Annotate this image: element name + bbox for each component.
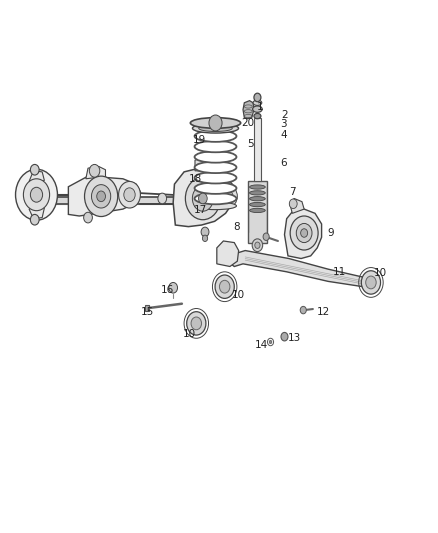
Text: 2: 2 bbox=[281, 110, 288, 120]
Polygon shape bbox=[243, 101, 254, 119]
Polygon shape bbox=[290, 198, 304, 213]
Circle shape bbox=[169, 282, 177, 293]
Circle shape bbox=[219, 280, 230, 293]
Bar bbox=[248, 181, 267, 243]
Circle shape bbox=[158, 193, 166, 204]
Polygon shape bbox=[285, 209, 321, 259]
Circle shape bbox=[263, 233, 269, 240]
Text: 11: 11 bbox=[332, 267, 346, 277]
Polygon shape bbox=[231, 251, 375, 287]
Circle shape bbox=[23, 179, 49, 211]
Text: 4: 4 bbox=[280, 130, 287, 140]
Circle shape bbox=[30, 214, 39, 225]
Ellipse shape bbox=[194, 172, 237, 183]
Ellipse shape bbox=[250, 191, 265, 195]
Circle shape bbox=[30, 187, 42, 202]
Circle shape bbox=[300, 229, 307, 237]
Text: 1: 1 bbox=[257, 102, 264, 112]
Ellipse shape bbox=[250, 197, 265, 201]
Ellipse shape bbox=[194, 202, 237, 209]
Ellipse shape bbox=[250, 208, 265, 213]
Circle shape bbox=[198, 193, 207, 204]
Bar bbox=[254, 118, 261, 181]
Text: 9: 9 bbox=[327, 228, 334, 238]
Text: 19: 19 bbox=[193, 135, 206, 145]
Ellipse shape bbox=[250, 185, 265, 189]
Ellipse shape bbox=[192, 124, 239, 133]
Text: 10: 10 bbox=[183, 329, 196, 339]
Circle shape bbox=[296, 223, 312, 243]
Bar bbox=[145, 305, 149, 311]
Circle shape bbox=[255, 242, 260, 248]
Text: 6: 6 bbox=[280, 158, 287, 168]
Circle shape bbox=[289, 199, 297, 208]
Circle shape bbox=[366, 276, 376, 289]
Polygon shape bbox=[195, 158, 210, 171]
Polygon shape bbox=[68, 176, 141, 216]
Text: 12: 12 bbox=[317, 306, 330, 317]
Polygon shape bbox=[86, 166, 106, 179]
Ellipse shape bbox=[194, 151, 237, 163]
Circle shape bbox=[124, 188, 135, 201]
Text: 3: 3 bbox=[280, 119, 287, 129]
Circle shape bbox=[220, 185, 237, 207]
Circle shape bbox=[361, 271, 381, 294]
Circle shape bbox=[85, 176, 118, 216]
Text: 7: 7 bbox=[289, 187, 296, 197]
Circle shape bbox=[187, 312, 206, 335]
Ellipse shape bbox=[194, 193, 237, 204]
Ellipse shape bbox=[191, 118, 240, 128]
Circle shape bbox=[269, 341, 272, 344]
Text: 18: 18 bbox=[189, 174, 202, 184]
Circle shape bbox=[191, 317, 201, 330]
Circle shape bbox=[192, 185, 213, 211]
Ellipse shape bbox=[194, 141, 237, 152]
Circle shape bbox=[97, 191, 106, 201]
Circle shape bbox=[84, 212, 92, 223]
Circle shape bbox=[89, 165, 100, 177]
Text: 5: 5 bbox=[247, 139, 254, 149]
Circle shape bbox=[185, 177, 220, 220]
Circle shape bbox=[254, 93, 261, 102]
Text: 15: 15 bbox=[141, 306, 155, 317]
Text: 20: 20 bbox=[242, 118, 255, 128]
Polygon shape bbox=[29, 171, 44, 184]
Ellipse shape bbox=[194, 182, 237, 194]
Ellipse shape bbox=[253, 100, 262, 106]
Circle shape bbox=[215, 275, 234, 298]
Polygon shape bbox=[217, 241, 239, 266]
Ellipse shape bbox=[199, 125, 232, 132]
Circle shape bbox=[209, 115, 222, 131]
Ellipse shape bbox=[194, 161, 237, 173]
Polygon shape bbox=[29, 205, 44, 219]
Circle shape bbox=[281, 333, 288, 341]
Circle shape bbox=[15, 169, 57, 220]
Polygon shape bbox=[173, 168, 234, 227]
Text: 10: 10 bbox=[232, 289, 245, 300]
Text: 17: 17 bbox=[194, 205, 207, 215]
Ellipse shape bbox=[250, 203, 265, 207]
Circle shape bbox=[92, 184, 111, 208]
Circle shape bbox=[202, 235, 208, 241]
Circle shape bbox=[252, 239, 263, 252]
Text: 13: 13 bbox=[287, 333, 301, 343]
Circle shape bbox=[300, 306, 306, 314]
Ellipse shape bbox=[194, 131, 237, 142]
Circle shape bbox=[290, 216, 318, 250]
Text: 10: 10 bbox=[374, 269, 387, 278]
Circle shape bbox=[224, 191, 233, 201]
Circle shape bbox=[119, 181, 141, 208]
Circle shape bbox=[201, 227, 209, 237]
Circle shape bbox=[30, 165, 39, 175]
Ellipse shape bbox=[254, 114, 261, 119]
Ellipse shape bbox=[253, 106, 262, 112]
Text: 14: 14 bbox=[255, 340, 268, 350]
Text: 16: 16 bbox=[161, 286, 174, 295]
Text: 8: 8 bbox=[233, 222, 240, 232]
